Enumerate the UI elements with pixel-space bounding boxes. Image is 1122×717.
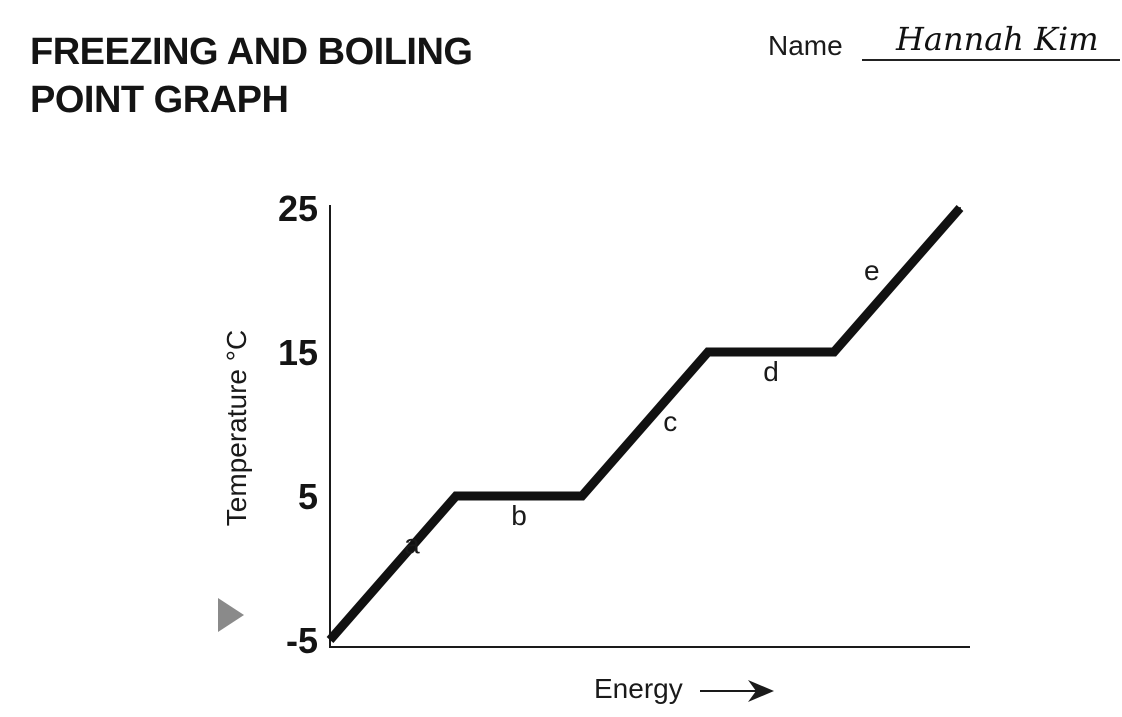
worksheet-title: FREEZING AND BOILING POINT GRAPH	[30, 28, 473, 124]
name-underline	[862, 59, 1120, 61]
y-tick-label: 15	[278, 332, 318, 373]
y-tick-labels: -5 5 15 25	[278, 188, 318, 661]
y-tick-label: 5	[298, 476, 318, 517]
x-axis-label: Energy	[594, 673, 683, 704]
segment-label-a: a	[404, 529, 420, 560]
name-field: Name Hannah Kim	[768, 20, 1122, 66]
data-point	[707, 351, 709, 353]
data-point	[581, 495, 583, 497]
series-group	[326, 205, 964, 643]
data-point	[959, 207, 961, 209]
y-axis-label: Temperature °C	[221, 330, 252, 526]
cursor-marker-icon	[218, 598, 244, 632]
y-tick-label: -5	[286, 620, 318, 661]
name-label: Name	[768, 30, 843, 61]
arrow-right-icon	[700, 680, 774, 702]
title-line-2: POINT GRAPH	[30, 79, 289, 121]
segment-labels: a b c d e	[404, 255, 879, 560]
data-point	[833, 351, 835, 353]
name-value: Hannah Kim	[896, 20, 1099, 58]
segment-label-d: d	[763, 356, 779, 387]
segment-label-b: b	[511, 500, 527, 531]
data-point	[455, 495, 457, 497]
segment-label-e: e	[864, 255, 880, 286]
segment-label-c: c	[663, 406, 677, 437]
series-line	[326, 205, 964, 643]
title-line-1: FREEZING AND BOILING	[30, 31, 473, 73]
y-tick-label: 25	[278, 188, 318, 229]
data-point	[329, 639, 331, 641]
